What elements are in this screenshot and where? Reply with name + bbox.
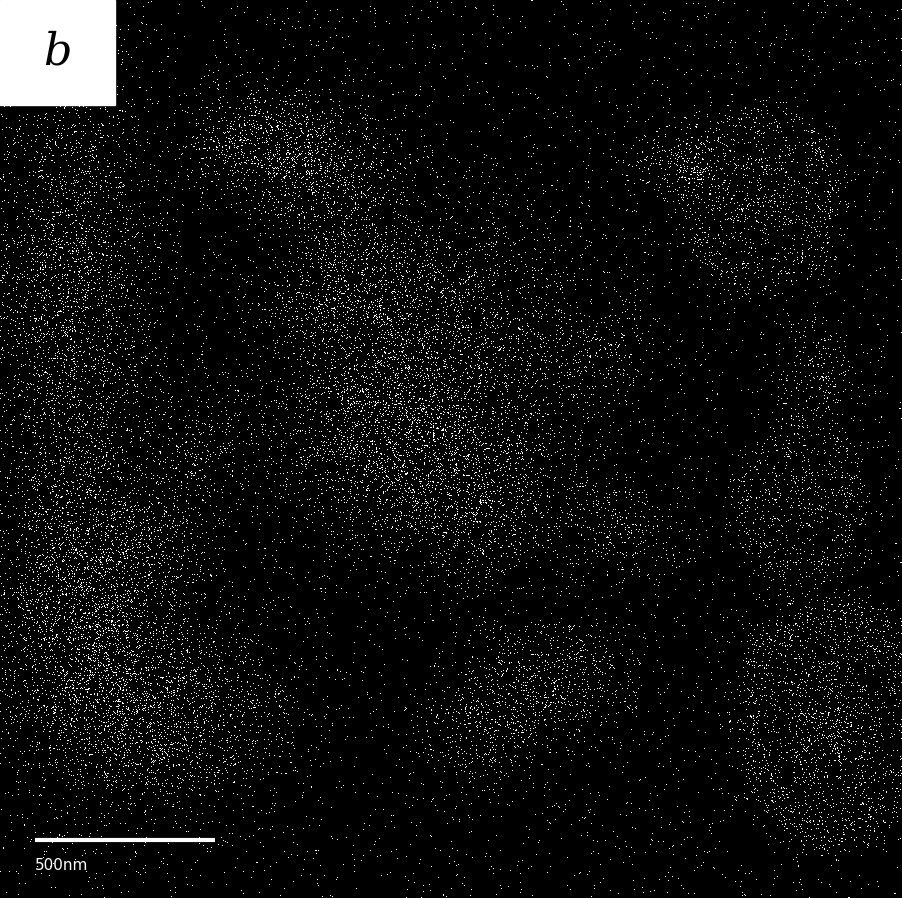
Text: 500nm: 500nm xyxy=(35,858,88,873)
Text: b: b xyxy=(42,31,71,74)
FancyBboxPatch shape xyxy=(0,0,115,105)
